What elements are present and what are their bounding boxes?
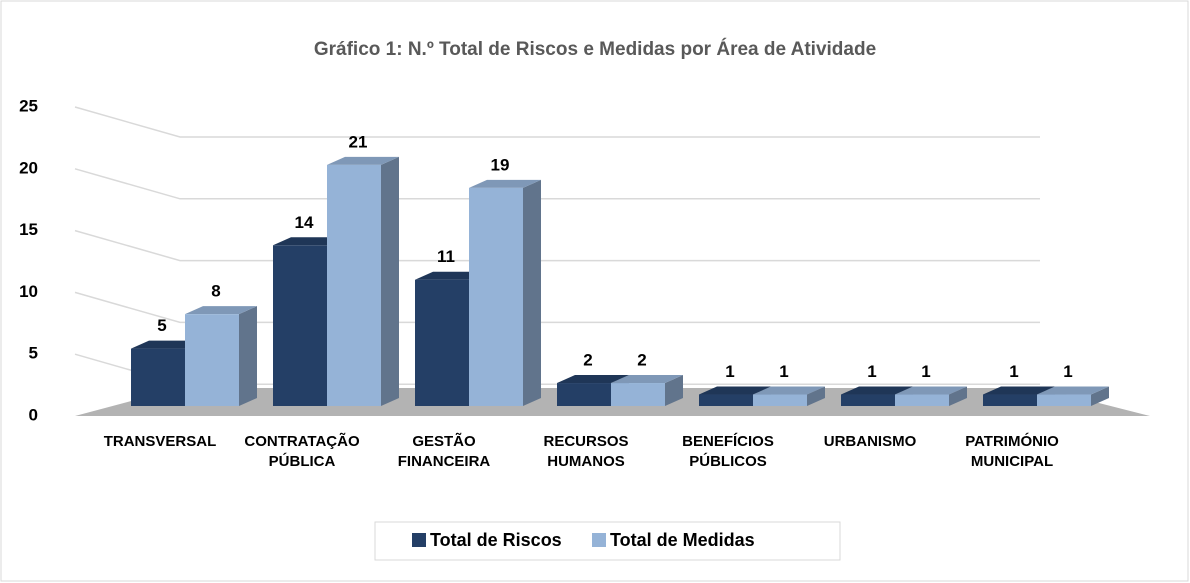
bar-front xyxy=(895,394,949,406)
x-tick-label: PATRIMÓNIO MUNICIPAL xyxy=(965,433,1059,470)
y-tick-label: 15 xyxy=(19,220,38,239)
data-label: 1 xyxy=(1009,362,1018,381)
bar-front xyxy=(699,394,753,406)
grid-line xyxy=(74,106,1040,138)
bar-front xyxy=(131,348,185,406)
bar xyxy=(895,386,967,406)
x-tick-label: URBANISMO xyxy=(823,433,917,450)
bar-side xyxy=(665,375,683,406)
x-tick-label: CONTRATAÇÃO PÚBLICA xyxy=(244,433,360,470)
bar-front xyxy=(753,394,807,406)
y-tick-label: 10 xyxy=(19,282,38,301)
bar-front xyxy=(327,164,381,406)
data-label: 1 xyxy=(725,362,734,381)
bar-front xyxy=(469,187,523,406)
bar-top xyxy=(469,179,541,188)
bar-front xyxy=(273,245,327,406)
bar-front xyxy=(415,279,469,406)
bar-top xyxy=(185,306,257,315)
data-label: 14 xyxy=(295,213,314,232)
bar-side xyxy=(381,156,399,406)
bar-side xyxy=(523,179,541,406)
bar-front xyxy=(185,314,239,406)
bar-top xyxy=(327,156,399,165)
chart-title: Gráfico 1: N.º Total de Riscos e Medidas… xyxy=(314,38,876,60)
bar-top xyxy=(983,386,1055,395)
data-label: 1 xyxy=(1063,362,1072,381)
bar-top xyxy=(753,386,825,395)
bar-top xyxy=(841,386,913,395)
bar-top xyxy=(895,386,967,395)
bar-side xyxy=(949,386,967,406)
bar-side xyxy=(239,306,257,406)
bar-front xyxy=(1037,394,1091,406)
bar xyxy=(327,156,399,406)
data-label: 8 xyxy=(211,282,220,301)
bar-side xyxy=(807,386,825,406)
y-tick-label: 20 xyxy=(19,158,38,177)
bar xyxy=(469,179,541,406)
bar-top xyxy=(1037,386,1109,395)
grid-line xyxy=(74,168,1040,200)
data-label: 2 xyxy=(583,351,592,370)
bar-front xyxy=(557,383,611,406)
data-label: 1 xyxy=(921,362,930,381)
data-label: 19 xyxy=(491,155,510,174)
bar-front xyxy=(841,394,895,406)
y-tick-label: 5 xyxy=(29,344,38,363)
legend-box xyxy=(374,521,841,561)
data-label: 1 xyxy=(779,362,788,381)
bar xyxy=(611,375,683,406)
bar-top xyxy=(699,386,771,395)
y-tick-label: 0 xyxy=(29,405,38,424)
y-tick-label: 25 xyxy=(19,96,38,115)
grid-line xyxy=(74,229,1040,262)
bar xyxy=(185,306,257,406)
bar-top xyxy=(611,375,683,384)
legend-label: Total de Riscos xyxy=(430,530,562,550)
x-tick-label: BENEFÍCIOS PÚBLICOS xyxy=(682,433,774,470)
bar-front xyxy=(983,394,1037,406)
legend-swatch xyxy=(412,533,426,547)
bar-side xyxy=(1091,386,1109,406)
data-label: 5 xyxy=(157,316,166,335)
bar-top xyxy=(557,375,629,384)
bar xyxy=(753,386,825,406)
x-tick-label: TRANSVERSAL xyxy=(103,433,217,450)
data-label: 11 xyxy=(437,247,455,266)
legend-swatch xyxy=(592,533,606,547)
x-tick-label: GESTÃO FINANCEIRA xyxy=(397,433,491,470)
bar-front xyxy=(611,383,665,406)
data-label: 1 xyxy=(867,362,876,381)
grid-line xyxy=(74,291,1040,324)
data-label: 2 xyxy=(637,351,646,370)
x-tick-label: RECURSOS HUMANOS xyxy=(543,433,629,470)
data-label: 21 xyxy=(349,132,368,151)
bar xyxy=(1037,386,1109,406)
legend-label: Total de Medidas xyxy=(610,530,755,550)
